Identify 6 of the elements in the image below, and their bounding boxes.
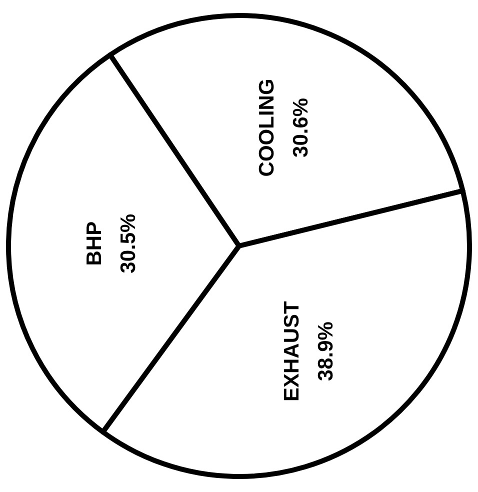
slice-label: COOLING bbox=[255, 78, 278, 177]
slice-label: EXHAUST bbox=[280, 300, 304, 402]
slice-label: BHP bbox=[83, 221, 106, 266]
data-label: 38.9% bbox=[314, 321, 338, 382]
data-label: 30.6% bbox=[289, 98, 312, 158]
data-label: 30.5% bbox=[117, 213, 140, 274]
